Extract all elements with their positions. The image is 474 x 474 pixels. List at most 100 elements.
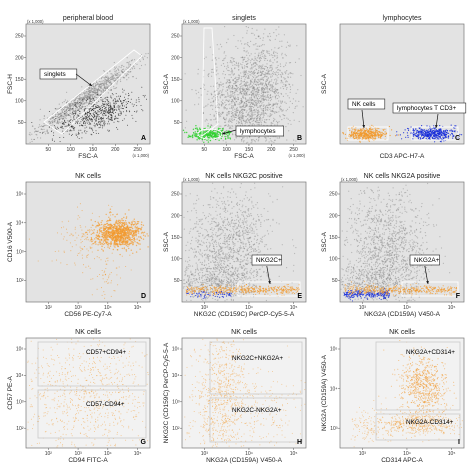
x-tick-label: 10³ <box>201 451 209 457</box>
x-tick-label: 10³ <box>74 305 82 311</box>
x-tick-label: 10⁴ <box>403 451 411 457</box>
event-cloud <box>342 124 400 143</box>
y-tick-label: 200 <box>329 213 338 219</box>
x-axis-label: FSC-A <box>234 153 254 160</box>
event-band <box>343 288 391 302</box>
x-tick-label: 50 <box>202 147 208 153</box>
panel-A: singlets peripheral blood FSC-A FSC-H 50 100 1… <box>7 15 151 160</box>
panel-title: NK cells NKG2C positive <box>205 173 283 180</box>
nkg2c-neg-gate <box>209 397 303 443</box>
x-tick-label: 10⁴ <box>245 305 253 311</box>
x-tick-label: 10⁴ <box>403 305 411 311</box>
gate-label: NKG2C-NKG2A+ <box>232 407 282 414</box>
panel-F: NKG2A+ NK cells NKG2A positive NKG2A (CD15… <box>321 173 465 318</box>
gate-label: CD57+CD94+ <box>86 349 126 356</box>
event-cloud <box>90 259 122 299</box>
x-axis-label: CD3 APC-H7-A <box>380 153 425 160</box>
arrow-head <box>362 124 366 128</box>
y-tick-label: 200 <box>15 55 24 61</box>
panel-letter: C <box>455 135 460 142</box>
y-axis-label: SSC-A <box>321 231 328 252</box>
y-axis-label: SSC-A <box>163 231 170 252</box>
x-tick-label: 10⁵ <box>290 305 298 311</box>
gate-arrow <box>424 265 429 285</box>
y-tick-label: 10⁴ <box>16 373 24 379</box>
gate-label: NKG2C+ <box>256 257 282 264</box>
x-scale-note: (x 1,000) <box>132 153 149 158</box>
panel-title: NK cells <box>389 329 415 336</box>
panel-title: peripheral blood <box>63 15 113 22</box>
x-tick-label: 10² <box>45 451 53 457</box>
gate-label-box <box>392 102 467 114</box>
event-cloud <box>352 407 463 443</box>
y-axis-label: NKG2A (CD159A) V450-A <box>321 354 328 431</box>
panel-title: NK cells <box>75 173 101 180</box>
y-scale-note: (x 1,000) <box>341 177 358 182</box>
panel-letter: G <box>141 439 147 446</box>
y-tick-label: 10⁵ <box>16 192 24 198</box>
arrow-head <box>268 280 271 284</box>
y-tick-label: 150 <box>171 235 180 241</box>
y-tick-label: 10⁵ <box>330 347 338 353</box>
y-tick-label: 100 <box>15 99 24 105</box>
gate-label: lymphocytes T CD3+ <box>397 105 457 112</box>
y-tick-label: 50 <box>174 278 180 284</box>
x-tick-label: 100 <box>66 147 75 153</box>
gate-label: NKG2A+CD314+ <box>406 349 455 356</box>
panel-B: lymphocytes singlets FSC-A SSC-A 50 100 150 200… <box>163 15 307 160</box>
gate-arrow <box>361 109 365 129</box>
gate-label: NKG2C+NKG2A+ <box>232 355 283 362</box>
x-tick-label: 150 <box>89 147 98 153</box>
x-tick-label: 10³ <box>201 305 209 311</box>
gate-label: NKG2A-CD314+ <box>406 419 454 426</box>
arrow-head <box>426 280 429 284</box>
y-tick-label: 10³ <box>16 400 24 406</box>
x-tick-label: 10⁵ <box>290 451 298 457</box>
panel-letter: I <box>458 439 460 446</box>
x-tick-label: 10³ <box>359 305 367 311</box>
panel-title: NK cells <box>75 329 101 336</box>
gate-label: singlets <box>44 71 66 78</box>
gate-label: lymphocytes <box>240 128 276 135</box>
x-axis-label: CD56 PE-Cy7-A <box>64 311 112 318</box>
scatter-gate <box>201 27 219 137</box>
nkg2a-pos-gate <box>375 341 461 411</box>
plot-area <box>25 181 151 303</box>
panel-title: lymphocytes <box>383 15 422 22</box>
gate-label-box <box>235 125 284 137</box>
x-tick-label: 10⁴ <box>104 451 112 457</box>
panel-title: singlets <box>232 15 256 22</box>
x-tick-label: 200 <box>111 147 120 153</box>
panel-D: NK cells CD56 PE-Cy7-A CD16 V500-A 10² 10³ 10… <box>7 173 151 318</box>
panel-title: NK cells <box>231 329 257 336</box>
y-tick-label: 10³ <box>172 400 180 406</box>
gate-label-box <box>409 254 440 266</box>
panel-letter: D <box>141 293 146 300</box>
plot-area <box>181 337 307 449</box>
panel-letter: H <box>297 439 302 446</box>
arrow-head <box>435 124 438 128</box>
plot-area <box>181 181 307 303</box>
y-axis-label: CD57 PE-A <box>7 376 14 410</box>
y-axis-label: SSC-A <box>321 73 328 94</box>
x-tick-label: 10⁵ <box>448 305 456 311</box>
y-scale-note: (x 1,000) <box>183 177 200 182</box>
gate-label-box <box>347 98 386 110</box>
x-tick-label: 100 <box>222 147 231 153</box>
y-tick-label: 250 <box>15 34 24 40</box>
x-axis-label: CD314 APC-A <box>381 457 423 464</box>
gate-label: NKG2A+ <box>414 257 440 264</box>
cd57-neg-gate <box>37 389 147 439</box>
y-scale-note: (x 1,000) <box>27 19 44 24</box>
y-tick-label: 10⁴ <box>330 386 338 392</box>
t-cell-gate <box>411 126 459 141</box>
x-tick-label: 10³ <box>359 451 367 457</box>
x-tick-label: 10⁴ <box>104 305 112 311</box>
y-tick-label: 150 <box>171 77 180 83</box>
positive-gate <box>401 281 459 297</box>
panel-C: NK cells lymphocytes T CD3+ lymphocytes CD3… <box>321 15 467 160</box>
y-tick-label: 250 <box>171 192 180 198</box>
gate-arrow <box>75 73 93 87</box>
event-band <box>344 280 459 297</box>
